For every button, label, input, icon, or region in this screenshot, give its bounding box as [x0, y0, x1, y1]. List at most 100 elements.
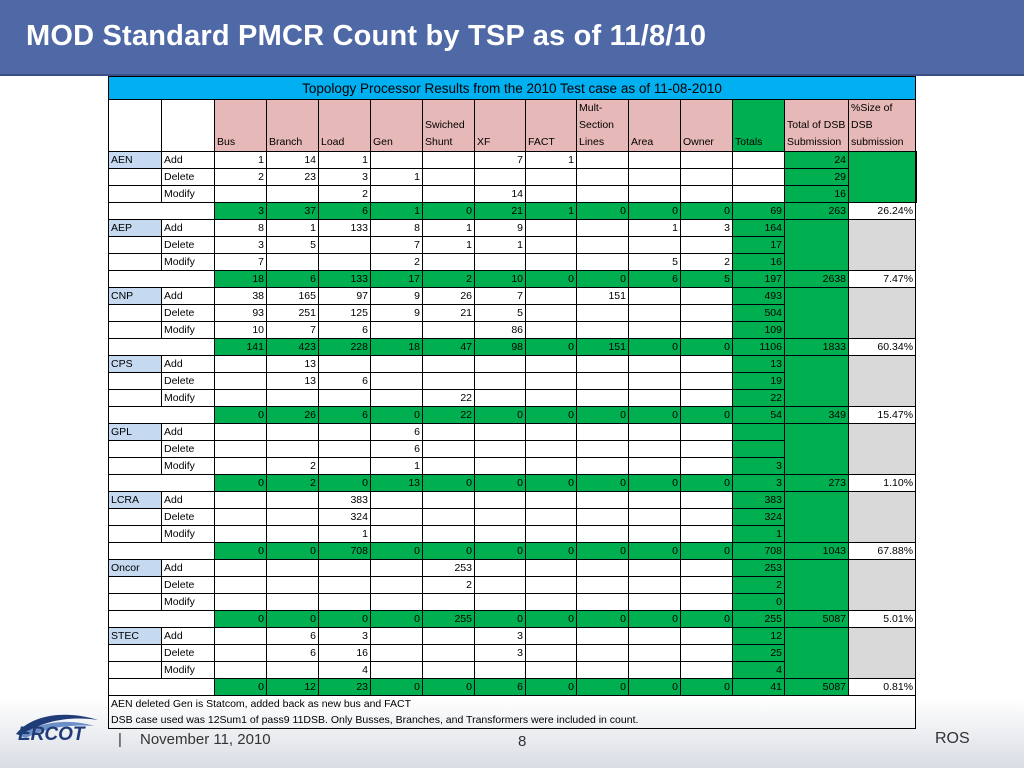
- table-caption: Topology Processor Results from the 2010…: [107, 76, 917, 100]
- value-cell: [525, 440, 577, 458]
- row-total: 504: [732, 304, 785, 322]
- row-total: 324: [732, 508, 785, 526]
- dsb-percent: 26.24%: [847, 202, 917, 220]
- value-cell: [214, 627, 267, 645]
- subtotal-value: 0: [576, 474, 629, 492]
- value-cell: [628, 559, 681, 577]
- subtotal-blank-cell: [108, 610, 215, 628]
- value-cell: [576, 661, 629, 679]
- action-label: Modify: [161, 661, 215, 679]
- pct-spacer: [847, 287, 917, 339]
- action-label: Delete: [161, 168, 215, 186]
- subtotal-value: 0: [422, 542, 475, 560]
- subtotal-value: 0: [576, 202, 629, 220]
- value-cell: [318, 355, 371, 373]
- value-cell: [525, 253, 577, 271]
- table-row: CNP Add 38 165 97 9 26 7 151 493: [108, 287, 917, 339]
- value-cell: [370, 355, 423, 373]
- action-label: Modify: [161, 253, 215, 271]
- subtotal-value: 0: [370, 610, 423, 628]
- tsp-blank-cell: [108, 304, 162, 322]
- value-cell: [628, 661, 681, 679]
- value-cell: [266, 593, 319, 611]
- value-cell: [576, 304, 629, 322]
- subtotal-blank-cell: [108, 338, 215, 356]
- value-cell: [422, 321, 475, 339]
- value-cell: [576, 185, 629, 203]
- value-cell: [576, 355, 629, 373]
- pct-spacer: [847, 423, 917, 475]
- subtotal-row: 0 0 708 0 0 0 0 0 0 0 708 1043 67.88%: [108, 542, 917, 560]
- value-cell: [680, 457, 733, 475]
- tsp-blank-cell: [108, 508, 162, 526]
- subtotal-value: 0: [680, 406, 733, 424]
- value-cell: [214, 559, 267, 577]
- subtotal-value: 0: [525, 678, 577, 696]
- value-cell: [576, 525, 629, 543]
- value-cell: 1: [474, 236, 526, 254]
- subtotal-row: 0 2 0 13 0 0 0 0 0 0 3 273 1.10%: [108, 474, 917, 492]
- subtotal-total: 197: [732, 270, 785, 288]
- value-cell: 7: [266, 321, 319, 339]
- value-cell: [370, 151, 423, 169]
- value-cell: [525, 576, 577, 594]
- tsp-name: GPL: [108, 423, 162, 441]
- subtotal-blank-cell: [108, 678, 215, 696]
- subtotal-row: 18 6 133 17 2 10 0 0 6 5 197 2638 7.47%: [108, 270, 917, 288]
- value-cell: [680, 440, 733, 458]
- value-cell: [525, 372, 577, 390]
- dsb-percent: 7.47%: [847, 270, 917, 288]
- table-header-row: Bus Branch Load Gen Swiched Shunt XF FACT Mult-…: [108, 99, 917, 152]
- value-cell: [680, 508, 733, 526]
- value-cell: [525, 627, 577, 645]
- value-cell: 1: [318, 525, 371, 543]
- subtotal-value: 13: [370, 474, 423, 492]
- value-cell: [214, 491, 267, 509]
- subtotal-value: 0: [474, 474, 526, 492]
- value-cell: 7: [474, 287, 526, 305]
- value-cell: [214, 185, 267, 203]
- subtotal-value: 5: [680, 270, 733, 288]
- value-cell: [628, 491, 681, 509]
- subtotal-value: 2: [422, 270, 475, 288]
- value-cell: [214, 576, 267, 594]
- subtotal-value: 151: [576, 338, 629, 356]
- subtotal-value: 0: [680, 338, 733, 356]
- tsp-blank-cell: [108, 372, 162, 390]
- footer-ros-label: ROS: [935, 730, 970, 747]
- pct-spacer: [847, 355, 917, 407]
- action-label: Modify: [161, 457, 215, 475]
- subtotal-value: 0: [680, 542, 733, 560]
- footer-separator: |: [118, 731, 122, 748]
- row-total: 493: [732, 287, 785, 305]
- value-cell: 13: [266, 372, 319, 390]
- subtotal-value: 0: [422, 474, 475, 492]
- row-total: 4: [732, 661, 785, 679]
- value-cell: [628, 236, 681, 254]
- value-cell: [576, 219, 629, 237]
- value-cell: 8: [370, 219, 423, 237]
- value-cell: 3: [318, 168, 371, 186]
- subtotal-value: 2: [266, 474, 319, 492]
- subtotal-value: 0: [576, 270, 629, 288]
- value-cell: [370, 559, 423, 577]
- subtotal-value: 0: [628, 474, 681, 492]
- value-cell: [628, 321, 681, 339]
- action-label: Modify: [161, 525, 215, 543]
- value-cell: [474, 525, 526, 543]
- value-cell: 3: [474, 627, 526, 645]
- value-cell: [628, 389, 681, 407]
- value-cell: [266, 440, 319, 458]
- value-cell: 38: [214, 287, 267, 305]
- value-cell: [422, 661, 475, 679]
- subtotal-value: 0: [318, 610, 371, 628]
- value-cell: [214, 355, 267, 373]
- value-cell: [628, 593, 681, 611]
- value-cell: [628, 304, 681, 322]
- subtotal-value: 6: [318, 406, 371, 424]
- pct-spacer: [847, 491, 917, 543]
- value-cell: [576, 236, 629, 254]
- value-cell: 13: [266, 355, 319, 373]
- value-cell: [680, 185, 733, 203]
- value-cell: 97: [318, 287, 371, 305]
